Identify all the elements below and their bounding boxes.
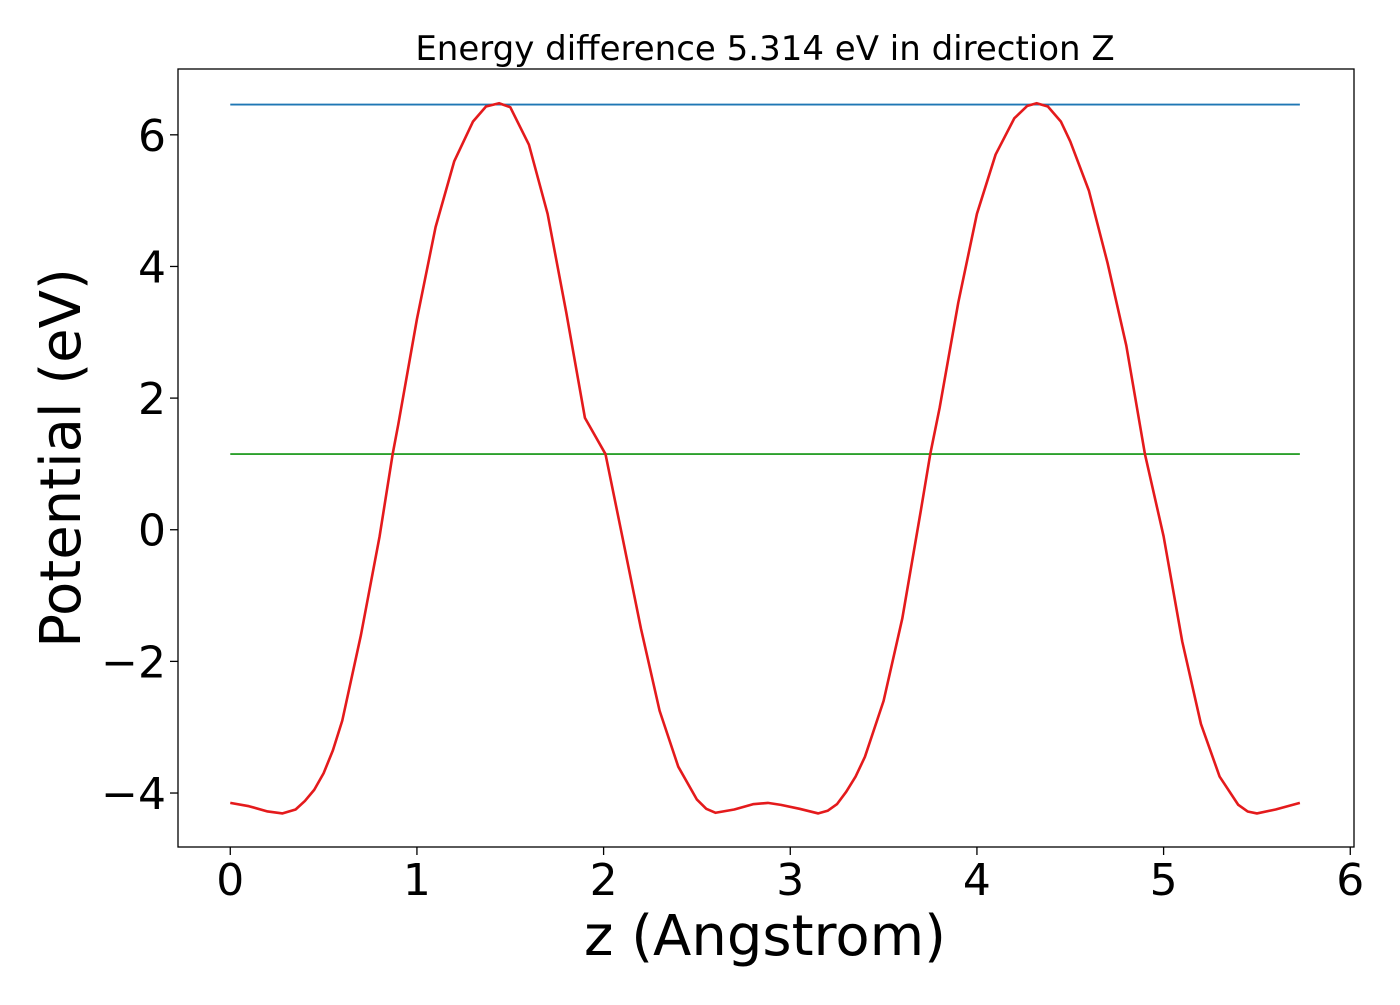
series-line-2 [230, 101, 1301, 815]
x-tick-label: 6 [1336, 855, 1364, 906]
y-tick-label: 6 [138, 111, 166, 162]
x-tick-label: 3 [776, 855, 804, 906]
x-tick-label: 0 [216, 855, 244, 906]
y-tick-label: −2 [101, 637, 166, 688]
plot-area-frame [177, 68, 1355, 848]
y-tick-label: 4 [138, 242, 166, 293]
y-tick-label: −4 [101, 769, 166, 820]
x-tick-label: 5 [1150, 855, 1178, 906]
x-tick-label: 2 [590, 855, 618, 906]
x-tick-label: 4 [963, 855, 991, 906]
y-tick-label: 0 [138, 506, 166, 557]
x-tick-label: 1 [403, 855, 431, 906]
y-axis-ticks: −4 −2 0 2 4 6 [101, 111, 178, 820]
y-tick-label: 2 [138, 374, 166, 425]
y-axis-label: Potential (eV) [29, 268, 94, 648]
series-layer [230, 101, 1301, 815]
x-axis-label: z (Angstrom) [584, 904, 946, 969]
x-axis-ticks: 0 1 2 3 4 5 6 [216, 847, 1364, 906]
chart-title: Energy difference 5.314 eV in direction … [415, 29, 1114, 69]
